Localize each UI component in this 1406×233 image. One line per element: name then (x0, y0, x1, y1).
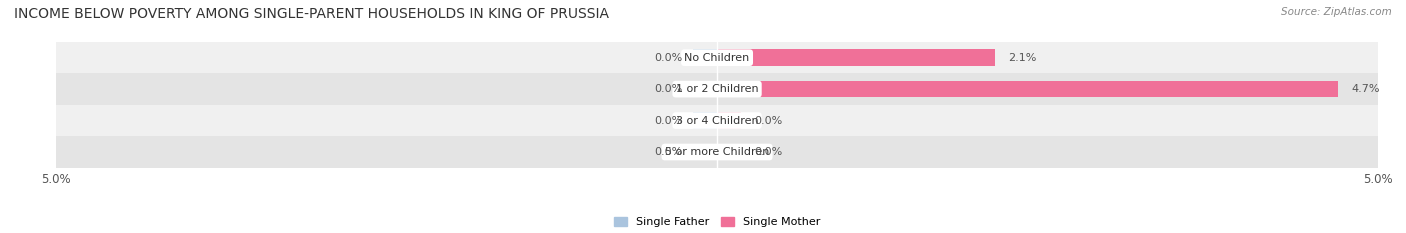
Bar (56, 105, 1378, 136)
Bar (717, 81, 1339, 97)
Bar (693, 81, 717, 97)
Text: No Children: No Children (685, 53, 749, 63)
Bar (693, 144, 717, 160)
Text: 3 or 4 Children: 3 or 4 Children (676, 116, 758, 126)
Text: 0.0%: 0.0% (754, 147, 782, 157)
Bar (56, 42, 1378, 73)
Text: 2.1%: 2.1% (1008, 53, 1036, 63)
Text: 0.0%: 0.0% (654, 116, 683, 126)
Text: 0.0%: 0.0% (654, 147, 683, 157)
Bar (717, 144, 741, 160)
Text: 0.0%: 0.0% (654, 53, 683, 63)
Bar (693, 112, 717, 129)
Text: Source: ZipAtlas.com: Source: ZipAtlas.com (1281, 7, 1392, 17)
Text: 4.7%: 4.7% (1351, 84, 1379, 94)
Bar (717, 112, 741, 129)
Bar (717, 49, 994, 66)
Text: 5 or more Children: 5 or more Children (665, 147, 769, 157)
Text: 0.0%: 0.0% (654, 84, 683, 94)
Bar (693, 49, 717, 66)
Text: 0.0%: 0.0% (754, 116, 782, 126)
Bar (56, 136, 1378, 168)
Legend: Single Father, Single Mother: Single Father, Single Mother (610, 212, 824, 231)
Bar (56, 73, 1378, 105)
Text: 1 or 2 Children: 1 or 2 Children (676, 84, 758, 94)
Text: INCOME BELOW POVERTY AMONG SINGLE-PARENT HOUSEHOLDS IN KING OF PRUSSIA: INCOME BELOW POVERTY AMONG SINGLE-PARENT… (14, 7, 609, 21)
